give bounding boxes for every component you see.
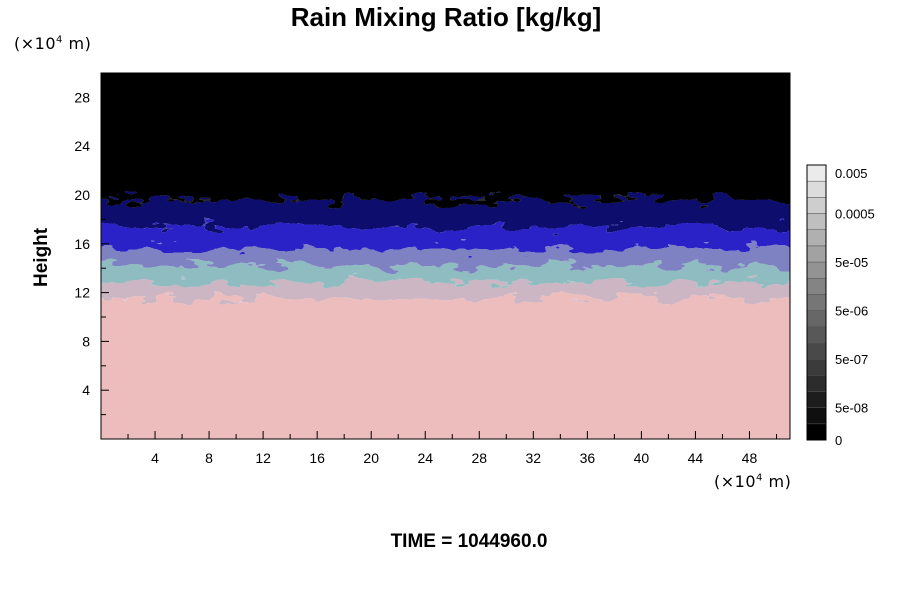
colorbar-swatch-15 [806, 180, 827, 198]
x-tick-label: 8 [205, 450, 213, 466]
x-tick-label: 44 [688, 450, 704, 466]
x-tick-label: 16 [309, 450, 325, 466]
colorbar-label: 5e-06 [835, 304, 868, 319]
x-tick-label: 12 [255, 450, 271, 466]
y-tick-label: 8 [82, 333, 90, 349]
colorbar-swatch-10 [806, 261, 827, 279]
x-tick-label: 36 [580, 450, 596, 466]
colorbar-label: 5e-05 [835, 255, 868, 270]
colorbar-swatch-4 [806, 358, 827, 376]
y-tick-label: 4 [82, 382, 90, 398]
field-layer-4 [101, 226, 790, 249]
y-tick-label: 28 [74, 89, 90, 105]
colorbar-swatch-1 [806, 407, 827, 425]
x-tick-label: 32 [526, 450, 542, 466]
chart-title: Rain Mixing Ratio [kg/kg] [290, 2, 602, 32]
colorbar-swatch-5 [806, 342, 827, 360]
colorbar-swatch-16 [806, 164, 827, 182]
x-tick-label: 24 [417, 450, 433, 466]
y-tick-label: 20 [74, 187, 90, 203]
plot-frame [100, 72, 791, 440]
colorbar-label: 5e-08 [835, 401, 868, 416]
y-axis-unit: (×104 m) [14, 34, 92, 53]
time-label: TIME = 1044960.0 [390, 531, 548, 552]
x-tick-label: 20 [363, 450, 379, 466]
x-axis-unit: (×104 m) [714, 472, 792, 491]
colorbar-swatch-2 [806, 391, 827, 408]
colorbar-swatch-7 [806, 310, 827, 328]
field-layer-5 [101, 199, 790, 227]
colorbar-swatch-8 [806, 294, 827, 311]
colorbar-swatch-0 [806, 423, 827, 441]
field-layer-2 [101, 265, 790, 283]
y-tick-label: 12 [74, 285, 90, 301]
x-tick-label: 28 [471, 450, 487, 466]
x-tick-label: 40 [634, 450, 650, 466]
colorbar-swatch-11 [806, 245, 827, 263]
field-top [101, 73, 790, 183]
colorbar-swatch-9 [806, 277, 827, 295]
x-tick-label: 4 [151, 450, 159, 466]
colorbar-label: 0.005 [835, 166, 868, 181]
colorbar-swatch-12 [806, 229, 827, 247]
colorbar-label: 0 [835, 433, 842, 448]
y-tick-label: 16 [74, 236, 90, 252]
colorbar-swatch-13 [806, 213, 827, 230]
field-layer-3 [101, 248, 790, 266]
field-layer-1 [101, 282, 790, 299]
x-tick-label: 48 [742, 450, 758, 466]
y-tick-label: 24 [74, 138, 90, 154]
plot-area [101, 73, 790, 439]
colorbar-label: 0.0005 [835, 207, 875, 222]
field-base [101, 329, 790, 439]
colorbar-swatch-6 [806, 326, 827, 344]
colorbar-frame [806, 164, 827, 441]
colorbar-swatch-14 [806, 197, 827, 214]
colorbar-swatch-3 [806, 375, 827, 392]
colorbar-label: 5e-07 [835, 352, 868, 367]
colorbar: 0 5e-08 5e-07 5e-06 5e-05 0.0005 0.005 [806, 164, 875, 448]
